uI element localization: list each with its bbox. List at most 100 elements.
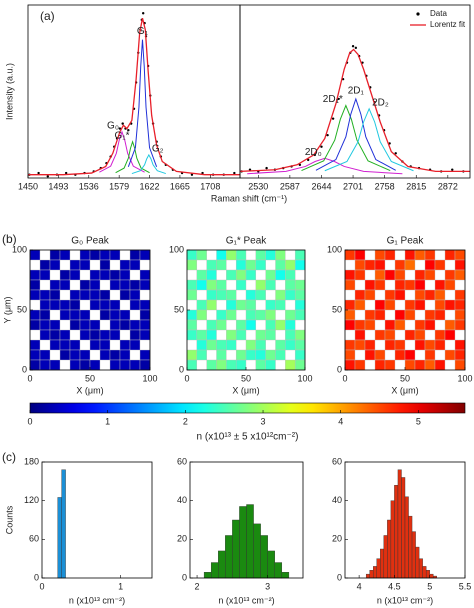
map-cell [29,249,41,261]
histogram-bar [373,566,377,579]
histogram-bar [404,496,409,579]
map-cell [294,339,306,351]
map-cell [245,309,257,321]
map-cell [59,329,71,341]
fit-line [301,104,391,172]
y-tick-label: 50 [332,304,342,314]
histogram-bar [376,558,381,579]
fit-line [127,39,158,167]
map-cell [69,339,81,351]
map-cell [394,269,406,281]
x-tick-label: 5 [427,581,432,591]
map-cell [29,319,41,331]
map-cell [129,249,141,261]
map-cell [79,359,91,371]
map-cell [285,329,296,341]
colorbar-label: n (x10¹³ ± 5 x10¹²cm⁻²) [197,432,299,443]
map-cell [364,289,376,301]
x-axis-label: n (x10¹³ cm⁻²) [377,595,433,605]
map-cell [89,279,101,291]
map-cell [255,359,266,371]
map-cell [374,269,386,281]
map-cell [354,329,366,341]
map-cell [294,359,306,371]
map-cell [99,299,111,311]
map-cell [444,249,456,261]
map-cell [99,269,111,281]
map-cell [29,269,41,281]
panel-label: (a) [40,9,55,23]
histogram-bar [253,523,261,579]
map-cell [226,289,237,301]
x-tick-label: 1493 [48,181,68,191]
fit-line [315,97,396,171]
map-cell [245,259,257,271]
histogram-bar [246,504,254,579]
map-cell [255,349,266,361]
map-cell [139,329,151,341]
map-cell [206,319,217,331]
x-tick-label: 2758 [375,181,395,191]
map-cell [196,249,207,261]
map-cell [79,259,91,271]
peak-label: 2D₁ [348,86,365,97]
y-tick-label: 0 [34,572,39,582]
map-cell [374,299,386,311]
map-cell [344,279,356,291]
map-cell [265,309,276,321]
histogram-bar [210,562,219,579]
map-cell [255,339,266,351]
map-cell [119,259,131,271]
peak-label: G₀ [107,121,119,132]
histogram-bar [274,562,283,579]
map-cell [89,339,101,351]
plot-frame [239,4,471,179]
data-point [121,122,124,125]
map-cell [59,339,71,351]
map-cell [109,279,121,291]
map-cell [434,309,446,321]
plot-frame [344,461,466,579]
histogram-bar [408,515,413,579]
y-tick-label: 100 [12,244,27,254]
data-point [337,97,340,101]
colorbar-tick-label: 0 [27,416,32,426]
data-point [37,171,40,175]
map-cell [354,259,366,271]
x-tick-label: 0 [39,581,44,591]
map-cell [206,279,217,291]
map-cell [454,309,466,321]
map-cell [424,309,436,321]
map-cell [424,319,436,331]
map-cell [394,289,406,301]
map-cell [374,359,386,371]
histogram-bar [394,485,399,579]
histogram-bar [387,519,392,579]
x-tick-label: 2587 [280,181,300,191]
map-cell [109,309,121,321]
x-tick-label: 0 [342,373,347,383]
map-cell [99,249,111,261]
legend-label: Lorentz fit [430,20,466,29]
map-cell [454,289,466,301]
fit-line [115,140,150,174]
map-cell [29,309,41,321]
histogram-bar [418,558,423,579]
map-cell [206,329,217,341]
map-cell [294,289,306,301]
map-cell [39,359,51,371]
histogram-bar [369,570,374,579]
y-tick-label: 0 [337,364,342,374]
map-cell [39,319,51,331]
map-cell [265,269,276,281]
map-cell [129,299,141,311]
map-cell [39,289,51,301]
map-cell [285,309,296,321]
x-axis-label: X (μm) [232,385,259,395]
map-cell [275,299,286,311]
map-cell [39,269,51,281]
map-cell [424,269,436,281]
x-axis-label: X (μm) [76,385,103,395]
y-tick-label: 0 [337,572,342,582]
